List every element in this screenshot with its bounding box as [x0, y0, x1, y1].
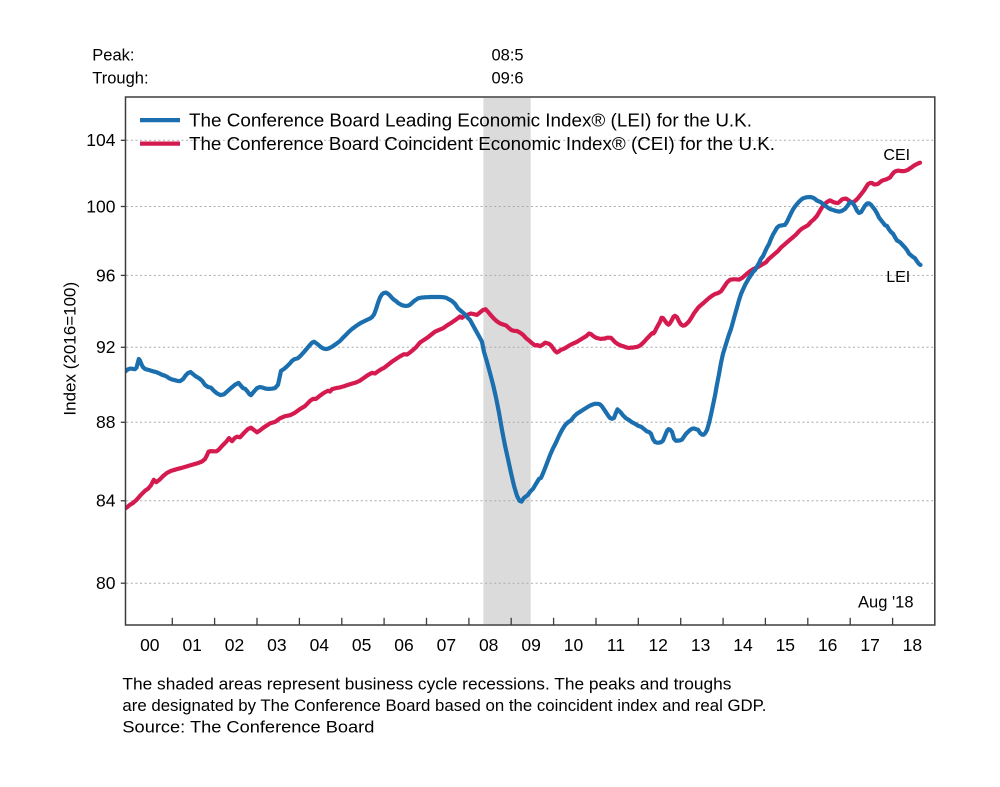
- svg-text:LEI: LEI: [886, 269, 910, 286]
- svg-text:The shaded areas represent bus: The shaded areas represent business cycl…: [122, 675, 731, 694]
- svg-text:11: 11: [607, 635, 625, 655]
- svg-text:18: 18: [903, 635, 922, 655]
- svg-text:16: 16: [818, 635, 837, 655]
- svg-text:17: 17: [860, 635, 879, 655]
- svg-text:05: 05: [352, 635, 371, 655]
- svg-text:02: 02: [225, 635, 244, 655]
- svg-text:Trough:: Trough:: [92, 70, 148, 88]
- svg-text:84: 84: [96, 491, 116, 511]
- svg-text:96: 96: [96, 265, 115, 285]
- svg-text:92: 92: [96, 337, 115, 357]
- svg-text:100: 100: [86, 196, 115, 216]
- svg-text:09: 09: [521, 635, 540, 655]
- svg-text:04: 04: [310, 635, 330, 655]
- svg-text:10: 10: [564, 635, 584, 655]
- svg-text:80: 80: [96, 573, 116, 593]
- svg-text:01: 01: [182, 635, 201, 655]
- svg-text:104: 104: [86, 130, 115, 150]
- svg-text:00: 00: [140, 635, 160, 655]
- svg-text:Peak:: Peak:: [92, 47, 134, 65]
- svg-text:09:6: 09:6: [492, 70, 524, 88]
- svg-text:14: 14: [733, 635, 753, 655]
- svg-text:The Conference Board Leading E: The Conference Board Leading Economic In…: [189, 111, 752, 131]
- svg-text:Source: The Conference Board: Source: The Conference Board: [122, 718, 374, 737]
- svg-text:13: 13: [691, 635, 710, 655]
- svg-text:Index (2016=100): Index (2016=100): [61, 282, 80, 416]
- svg-text:The Conference Board Coinciden: The Conference Board Coincident Economic…: [189, 134, 775, 154]
- svg-text:88: 88: [96, 412, 115, 432]
- svg-text:07: 07: [437, 635, 456, 655]
- svg-text:08:5: 08:5: [492, 47, 524, 65]
- svg-text:15: 15: [776, 635, 795, 655]
- svg-text:are designated by The Conferen: are designated by The Conference Board b…: [122, 696, 766, 715]
- svg-text:CEI: CEI: [883, 147, 910, 164]
- svg-text:Aug '18: Aug '18: [858, 594, 913, 612]
- svg-text:06: 06: [394, 635, 413, 655]
- svg-text:08: 08: [479, 635, 498, 655]
- svg-text:03: 03: [267, 635, 286, 655]
- svg-text:12: 12: [648, 635, 667, 655]
